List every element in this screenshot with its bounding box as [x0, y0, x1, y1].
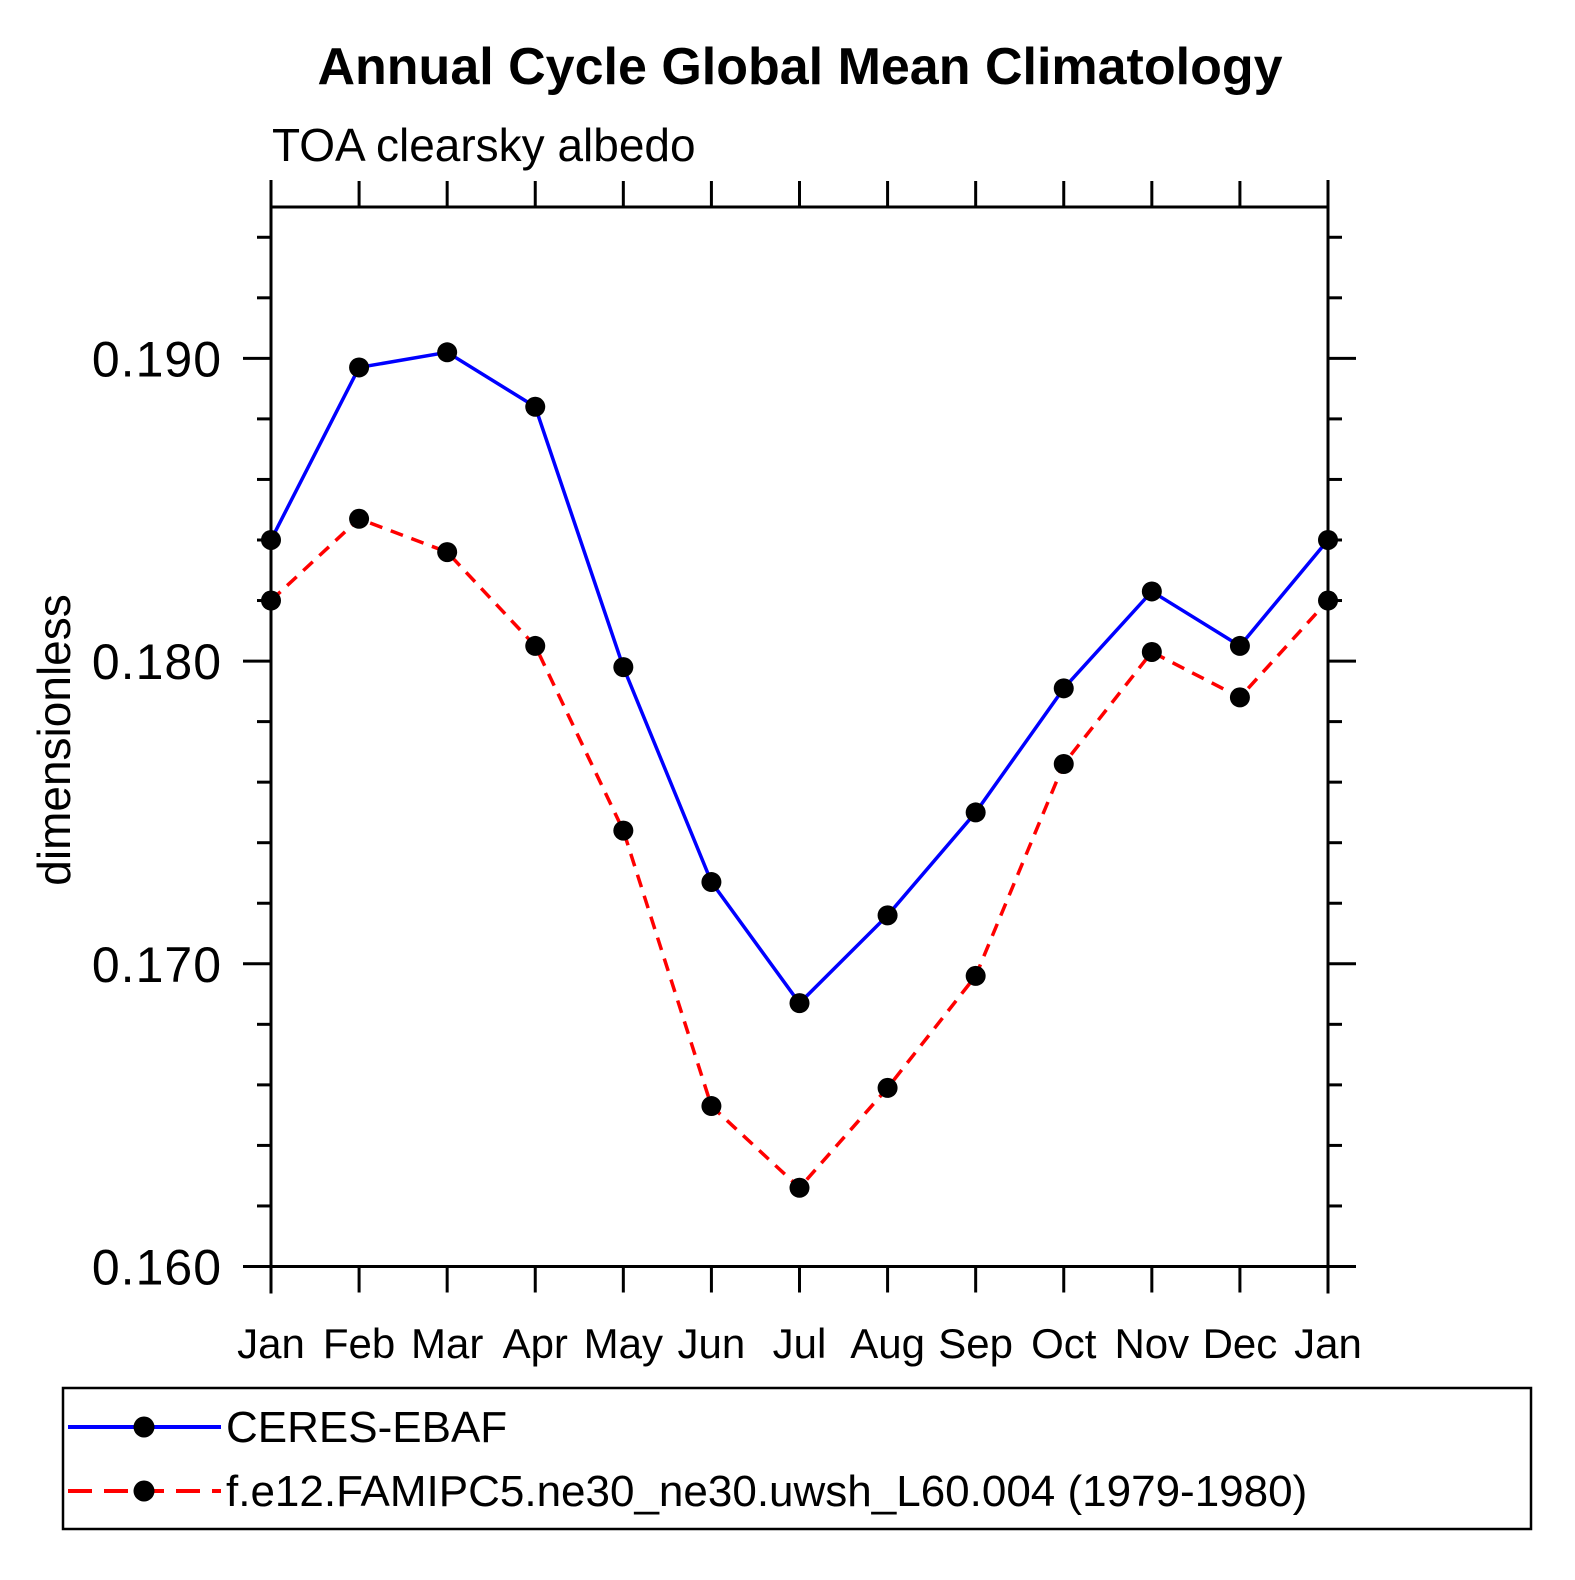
data-point-marker	[965, 965, 986, 986]
legend-label: f.e12.FAMIPC5.ne30_ne30.uwsh_L60.004 (19…	[226, 1467, 1307, 1516]
data-point-marker	[1141, 581, 1162, 602]
data-point-marker	[349, 508, 370, 529]
x-axis-tick-label: May	[584, 1320, 663, 1367]
data-point-marker	[1229, 635, 1250, 656]
x-axis-tick-label: Jan	[237, 1320, 305, 1367]
data-point-marker	[1229, 687, 1250, 708]
chart-subtitle: TOA clearsky albedo	[272, 119, 696, 171]
data-point-marker	[525, 396, 546, 417]
data-point-marker	[789, 1177, 810, 1198]
legend-label: CERES-EBAF	[226, 1403, 507, 1452]
data-point-marker	[1318, 590, 1338, 611]
axes: 0.160 0.170 0.180 0.190 Jan Feb Mar Apr May Jun Ju…	[92, 180, 1362, 1367]
legend-marker-icon	[133, 1416, 155, 1438]
x-axis-tick-label: Apr	[503, 1320, 568, 1367]
legend-box: CERES-EBAF f.e12.FAMIPC5.ne30_ne30.uwsh_…	[61, 1386, 1533, 1531]
y-axis-tick-label: 0.180	[92, 634, 222, 690]
series-line-model	[269, 516, 1330, 1191]
x-axis-tick-label: Sep	[938, 1320, 1013, 1367]
data-point-marker	[261, 590, 281, 611]
y-axis-tick-label: 0.170	[92, 937, 222, 993]
series-line-obs	[269, 350, 1330, 1006]
data-series	[261, 342, 1338, 1198]
legend-marker-icon	[133, 1480, 155, 1502]
legend-border	[61, 1386, 1533, 1531]
data-point-marker	[1318, 529, 1338, 550]
data-point-marker	[349, 357, 370, 378]
data-point-marker	[789, 993, 810, 1014]
data-point-marker	[437, 542, 458, 563]
y-axis-tick-label: 0.190	[92, 331, 222, 387]
x-axis-tick-label: Nov	[1114, 1320, 1189, 1367]
y-axis-tick-label: 0.160	[92, 1240, 222, 1296]
data-point-marker	[1053, 678, 1074, 699]
data-point-marker	[613, 657, 634, 678]
x-axis-tick-label: Mar	[411, 1320, 483, 1367]
legend-item-ceres-ebaf: CERES-EBAF	[68, 1403, 507, 1452]
data-point-marker	[437, 342, 458, 363]
data-point-marker	[613, 820, 634, 841]
y-axis-label: dimensionless	[28, 594, 80, 885]
data-point-marker	[701, 1096, 722, 1117]
x-axis-tick-label: Jun	[678, 1320, 746, 1367]
x-axis-tick-label: Jul	[773, 1320, 827, 1367]
x-axis-tick-label: Dec	[1203, 1320, 1278, 1367]
data-point-marker	[877, 905, 898, 926]
data-point-marker	[877, 1077, 898, 1098]
data-point-marker	[261, 529, 281, 550]
data-point-marker	[1053, 753, 1074, 774]
x-axis-tick-label: Oct	[1031, 1320, 1097, 1367]
chart-title: Annual Cycle Global Mean Climatology	[317, 38, 1282, 96]
data-point-marker	[965, 802, 986, 823]
x-axis-tick-label: Jan	[1294, 1320, 1362, 1367]
x-axis-tick-label: Aug	[850, 1320, 925, 1367]
data-point-marker	[1141, 641, 1162, 662]
data-point-marker	[525, 635, 546, 656]
legend-item-model-run: f.e12.FAMIPC5.ne30_ne30.uwsh_L60.004 (19…	[68, 1467, 1307, 1516]
data-point-marker	[701, 872, 722, 893]
x-axis-tick-label: Feb	[323, 1320, 395, 1367]
